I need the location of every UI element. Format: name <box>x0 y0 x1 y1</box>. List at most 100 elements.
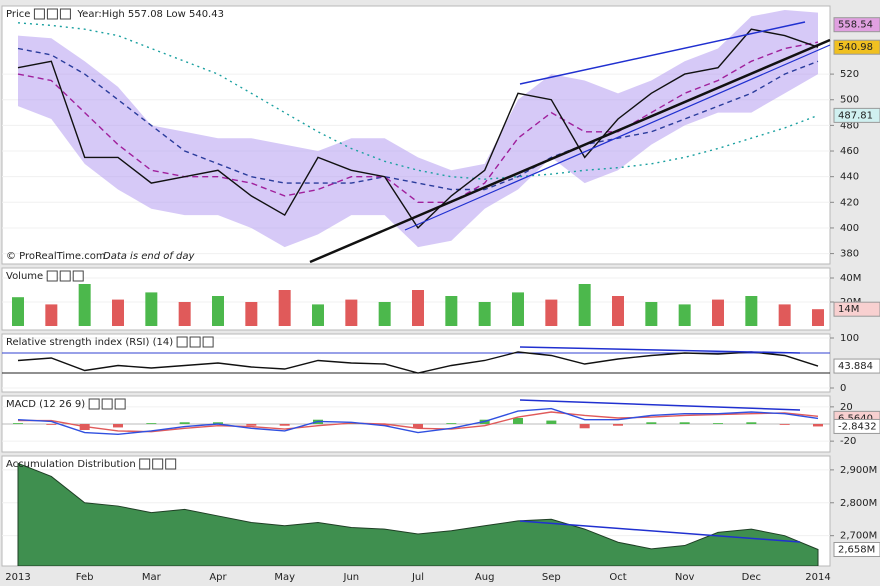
value-box <box>833 358 880 374</box>
icon-button[interactable] <box>59 270 71 282</box>
volume-bar <box>478 302 491 326</box>
histogram-bar <box>413 424 423 429</box>
panel-title: MACD (12 26 9) <box>6 399 85 410</box>
volume-bar <box>545 299 558 326</box>
x-tick-label: Dec <box>742 572 761 583</box>
volume-bar <box>78 284 91 326</box>
volume-bar <box>212 296 224 326</box>
value-box <box>833 541 880 557</box>
histogram-bar <box>213 422 223 424</box>
icon-button[interactable] <box>176 336 188 348</box>
volume-bar <box>512 292 524 326</box>
histogram-bar <box>779 424 790 425</box>
x-tick-label: Mar <box>142 572 162 583</box>
icon-button[interactable] <box>46 8 58 20</box>
icon-button[interactable] <box>72 270 84 282</box>
volume-bar <box>312 304 324 326</box>
histogram-bar <box>13 423 23 424</box>
icon-button[interactable] <box>101 398 113 410</box>
histogram-bar <box>679 422 690 424</box>
icon-button[interactable] <box>88 398 100 410</box>
value-label: 43.884 <box>838 361 873 372</box>
volume-bar <box>745 296 758 326</box>
y-tick-label: 100 <box>840 333 859 344</box>
icon-button[interactable] <box>33 8 45 20</box>
x-tick-label: May <box>274 572 295 583</box>
value-label: 487.81 <box>838 110 873 121</box>
volume-bar <box>278 290 291 326</box>
histogram-bar <box>546 420 557 424</box>
volume-bar <box>645 302 658 326</box>
volume-bar <box>712 299 724 326</box>
volume-bar <box>178 302 191 326</box>
icon-button[interactable] <box>152 458 164 470</box>
histogram-bar <box>513 418 523 424</box>
y-tick-label: 480 <box>840 120 859 131</box>
icon-button[interactable] <box>46 270 58 282</box>
icon-button[interactable] <box>202 336 214 348</box>
plot <box>2 407 830 436</box>
value-box <box>833 107 880 123</box>
plot <box>17 10 819 248</box>
icon-button[interactable] <box>165 458 177 470</box>
series-line <box>17 351 819 374</box>
panel-title: Price <box>6 9 30 20</box>
histogram-bar <box>813 424 823 427</box>
x-tick-label: Jun <box>343 572 360 583</box>
volume-bar <box>378 302 391 326</box>
trendline <box>519 399 801 411</box>
histogram-bar <box>46 424 57 425</box>
x-tick-label: 2013 <box>5 572 30 583</box>
histogram-bar <box>279 424 290 426</box>
trendline <box>404 44 831 231</box>
icon-button[interactable] <box>114 398 126 410</box>
volume-bar <box>678 304 691 326</box>
bollinger-band <box>18 10 818 248</box>
volume-bar <box>812 309 824 326</box>
histogram-bar <box>379 424 390 426</box>
histogram-bar <box>613 424 623 426</box>
y-tick-label: 2,900M <box>840 465 877 476</box>
value-label: 14M <box>838 304 859 315</box>
x-tick-label: Aug <box>475 572 495 583</box>
volume-bar <box>445 296 458 326</box>
trendline <box>519 346 801 354</box>
icon-button[interactable] <box>59 8 71 20</box>
series-line <box>17 41 819 203</box>
icon-button[interactable] <box>189 336 201 348</box>
value-label: 2,658M <box>838 544 875 555</box>
value-label: 540.98 <box>838 42 873 53</box>
x-tick-label: Nov <box>675 572 695 583</box>
trendline <box>519 21 806 85</box>
trendline <box>519 520 801 543</box>
y-tick-label: 420 <box>840 197 859 208</box>
histogram-bar <box>446 423 457 424</box>
volume-bar <box>345 299 358 326</box>
value-box <box>833 17 880 33</box>
histogram-bar <box>713 423 723 424</box>
series-line <box>17 28 819 229</box>
histogram-bar <box>746 422 757 424</box>
y-tick-label: 520 <box>840 69 859 80</box>
x-tick-label: Feb <box>76 572 94 583</box>
volume-bar <box>245 302 258 326</box>
icon-button[interactable] <box>139 458 151 470</box>
y-tick-label: 20 <box>840 402 853 413</box>
y-tick-label: 460 <box>840 146 859 157</box>
histogram-bar <box>579 424 590 429</box>
series-line <box>17 47 819 191</box>
panel-subtitle: Year:High 557.08 Low 540.43 <box>76 9 224 20</box>
y-tick-label: 0 <box>840 383 846 394</box>
series-line <box>18 411 819 433</box>
value-box <box>833 301 880 317</box>
histogram-bar <box>146 423 157 424</box>
y-tick-label: 440 <box>840 172 859 183</box>
x-tick-label: Apr <box>209 572 227 583</box>
y-tick-label: 40M <box>840 273 861 284</box>
y-tick-label: 500 <box>840 95 859 106</box>
volume-bar <box>145 292 158 326</box>
panel-title: Volume <box>6 271 43 282</box>
plot <box>12 284 824 326</box>
value-box <box>833 39 880 55</box>
